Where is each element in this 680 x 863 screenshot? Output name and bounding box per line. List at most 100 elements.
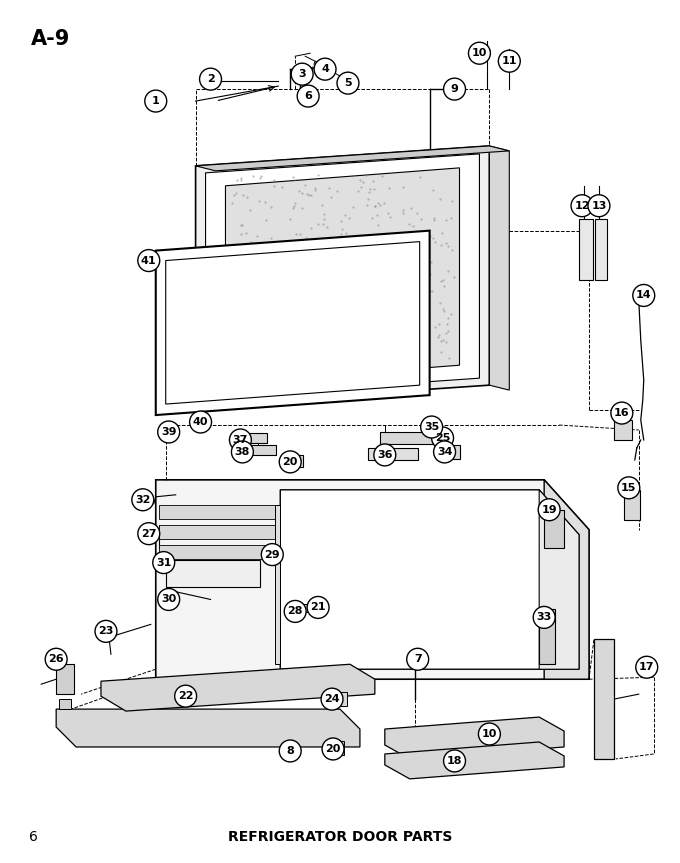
Circle shape	[374, 444, 396, 466]
Text: 2: 2	[207, 74, 214, 84]
Circle shape	[538, 499, 560, 520]
Circle shape	[158, 421, 180, 443]
Text: 20: 20	[282, 457, 298, 467]
Circle shape	[229, 429, 252, 451]
Text: 29: 29	[265, 550, 280, 559]
Text: 9: 9	[451, 84, 458, 94]
Circle shape	[322, 738, 344, 760]
Circle shape	[479, 723, 500, 745]
Text: 10: 10	[481, 729, 497, 739]
Circle shape	[432, 427, 454, 449]
Circle shape	[279, 740, 301, 762]
Polygon shape	[539, 490, 579, 669]
Text: 32: 32	[135, 494, 150, 505]
Polygon shape	[226, 167, 460, 383]
Text: 17: 17	[639, 662, 654, 672]
Polygon shape	[280, 490, 579, 669]
Text: 1: 1	[152, 96, 160, 106]
Text: REFRIGERATOR DOOR PARTS: REFRIGERATOR DOOR PARTS	[228, 829, 452, 844]
Text: 21: 21	[310, 602, 326, 613]
Polygon shape	[385, 717, 564, 759]
Text: 5: 5	[344, 79, 352, 88]
Circle shape	[175, 685, 197, 707]
Text: 35: 35	[424, 422, 439, 432]
Bar	[285, 455, 303, 467]
Polygon shape	[158, 545, 275, 558]
Bar	[624, 490, 640, 520]
Text: 31: 31	[156, 557, 171, 568]
Polygon shape	[594, 639, 614, 759]
Circle shape	[421, 416, 443, 438]
Text: 18: 18	[447, 756, 462, 766]
Text: 14: 14	[636, 291, 651, 300]
Circle shape	[633, 285, 655, 306]
Polygon shape	[158, 505, 275, 519]
Circle shape	[138, 523, 160, 545]
Bar	[380, 432, 439, 444]
Polygon shape	[101, 665, 375, 711]
Text: 10: 10	[472, 48, 487, 58]
Bar	[335, 692, 347, 706]
Bar	[595, 218, 607, 280]
Circle shape	[138, 249, 160, 272]
Bar	[248, 445, 276, 455]
Text: 6: 6	[304, 91, 312, 101]
Bar	[245, 433, 267, 443]
Circle shape	[145, 90, 167, 112]
Text: 41: 41	[141, 255, 156, 266]
Polygon shape	[205, 154, 479, 397]
Circle shape	[297, 85, 319, 107]
Circle shape	[291, 63, 313, 85]
Circle shape	[588, 195, 610, 217]
Text: 20: 20	[325, 744, 341, 754]
Circle shape	[571, 195, 593, 217]
Circle shape	[636, 656, 658, 678]
Circle shape	[95, 620, 117, 642]
Bar	[275, 505, 280, 665]
Text: 27: 27	[141, 529, 156, 539]
Circle shape	[158, 589, 180, 610]
Circle shape	[132, 488, 154, 511]
Text: 7: 7	[414, 654, 422, 665]
Text: 38: 38	[235, 447, 250, 457]
Text: 12: 12	[574, 201, 590, 211]
Circle shape	[153, 551, 175, 574]
Polygon shape	[156, 480, 589, 679]
Bar	[439, 445, 460, 459]
Text: 19: 19	[541, 505, 557, 514]
Text: 24: 24	[324, 694, 340, 704]
Circle shape	[284, 601, 306, 622]
Circle shape	[533, 607, 555, 628]
Bar	[539, 609, 555, 665]
Circle shape	[231, 441, 254, 463]
Bar	[166, 559, 260, 588]
Text: 30: 30	[161, 595, 176, 604]
Circle shape	[611, 402, 633, 424]
Circle shape	[307, 596, 329, 619]
Bar	[300, 604, 325, 613]
Circle shape	[434, 441, 456, 463]
Text: 15: 15	[621, 482, 636, 493]
Bar	[56, 665, 74, 694]
Polygon shape	[490, 146, 509, 390]
Circle shape	[443, 750, 466, 772]
Circle shape	[321, 688, 343, 710]
Text: 33: 33	[537, 613, 551, 622]
Text: 23: 23	[99, 627, 114, 636]
Text: 13: 13	[591, 201, 607, 211]
Polygon shape	[544, 480, 589, 679]
Text: 37: 37	[233, 435, 248, 445]
Bar	[544, 510, 564, 548]
Circle shape	[443, 79, 466, 100]
Text: 22: 22	[178, 691, 193, 701]
Text: 11: 11	[502, 56, 517, 66]
Bar	[330, 741, 344, 755]
Polygon shape	[56, 709, 360, 747]
Polygon shape	[166, 242, 420, 404]
Circle shape	[261, 544, 284, 565]
Polygon shape	[196, 146, 509, 171]
Text: 4: 4	[321, 64, 329, 74]
Text: 3: 3	[299, 69, 306, 79]
Circle shape	[407, 648, 428, 671]
Circle shape	[314, 58, 336, 80]
